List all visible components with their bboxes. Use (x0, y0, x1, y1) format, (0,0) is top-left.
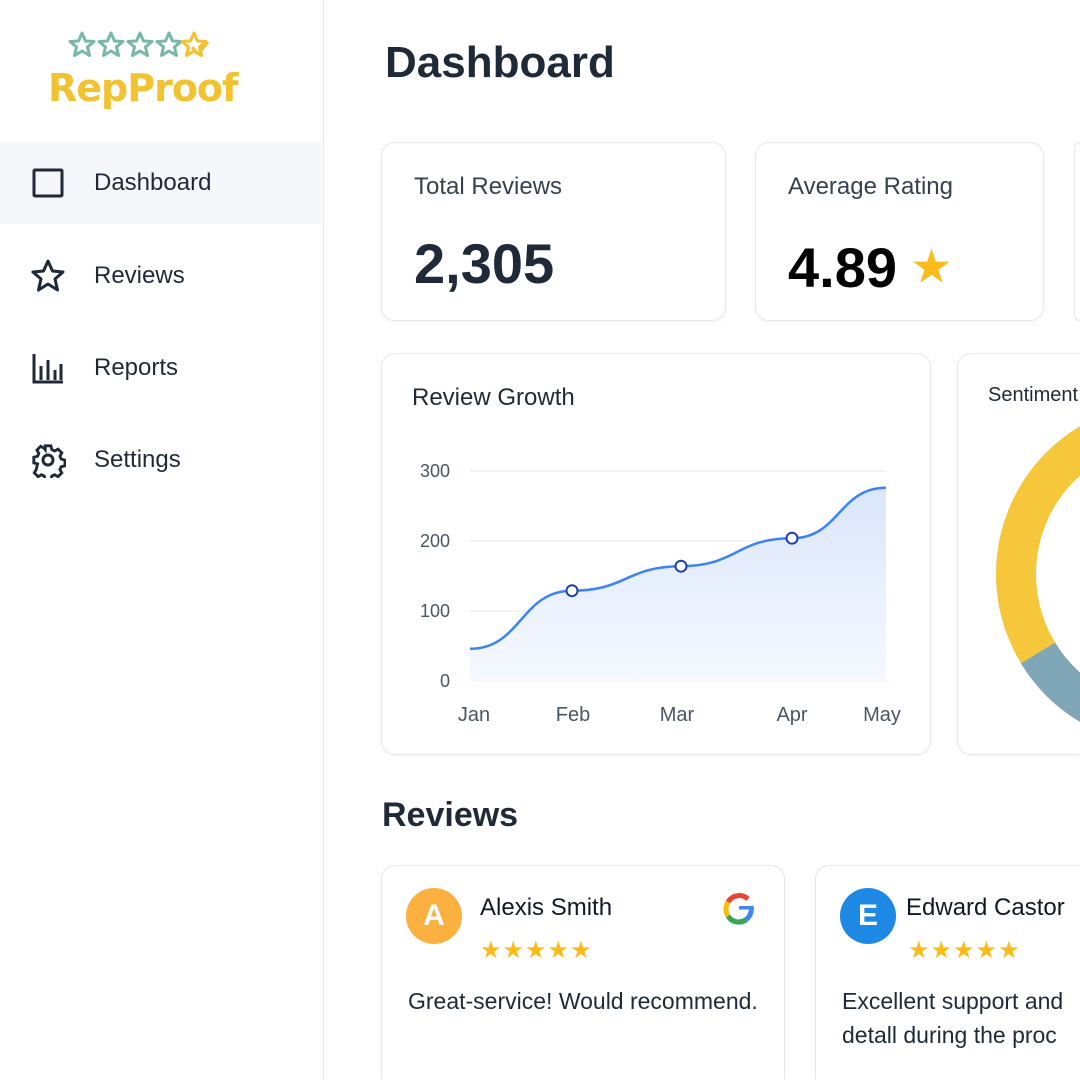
y-tick-label: 100 (420, 601, 450, 621)
google-icon (723, 893, 754, 925)
y-tick-label: 0 (440, 671, 450, 691)
review-text: Excellent support and detall during the … (842, 988, 1064, 1048)
stat-card-partial (1074, 142, 1080, 321)
donut-segment-neutral (1020, 642, 1080, 722)
rating-value: 4.89 (788, 236, 897, 299)
y-tick-label: 300 (420, 461, 450, 481)
logo[interactable]: RepProof (48, 30, 248, 110)
stat-label: Total Reviews (414, 173, 563, 200)
reviewer-name: Alexis Smith (480, 894, 613, 921)
sidebar-item-reports[interactable]: Reports (0, 327, 322, 409)
x-tick-label: Mar (660, 704, 695, 726)
x-tick-label: Jan (458, 704, 490, 726)
donut-segment-positive (996, 426, 1080, 722)
data-point (674, 559, 688, 573)
review-growth-chart: 0 100 200 300 Jan Feb Mar Apr May (420, 461, 901, 726)
area-fill (470, 487, 886, 681)
x-tick-label: Apr (776, 704, 807, 726)
sidebar-item-label: Reports (94, 354, 179, 381)
page-title: Dashboard (385, 38, 615, 87)
main-content: Dashboard Total Reviews 2,305 Average Ra… (325, 0, 1080, 1080)
bar-chart-icon (32, 354, 63, 384)
avatar: A (406, 888, 462, 944)
stat-card-average-rating: Average Rating 4.89 ★ (755, 142, 1044, 321)
logo-stars-icon (68, 31, 210, 57)
sidebar-item-label: Settings (94, 446, 181, 473)
sentiment-donut (996, 426, 1080, 722)
card-title: Sentiment (988, 384, 1079, 406)
rating-stars: ★★★★★ (908, 937, 1021, 964)
review-card[interactable]: E Edward Castor ★★★★★ Excellent support … (815, 865, 1080, 1080)
logo-text: RepProof (48, 66, 239, 110)
x-tick-label: Feb (556, 704, 590, 726)
stat-value: 2,305 (414, 232, 555, 295)
sidebar-item-label: Reviews (94, 262, 185, 289)
data-point (785, 531, 799, 545)
stat-label: Average Rating (788, 173, 953, 200)
sentiment-card: Sentiment (957, 353, 1080, 755)
rating-stars: ★★★★★ (480, 937, 593, 964)
reviews-section-title: Reviews (382, 796, 519, 834)
sidebar-item-dashboard[interactable]: Dashboard (0, 142, 322, 224)
card-title: Review Growth (412, 384, 575, 411)
stat-card-total-reviews: Total Reviews 2,305 (381, 142, 726, 321)
sidebar: RepProof Dashboard Reviews Reports Setti… (0, 0, 324, 1080)
star-icon (31, 259, 65, 292)
avatar: E (840, 888, 896, 944)
sidebar-item-label: Dashboard (94, 169, 212, 196)
review-card[interactable]: A Alexis Smith ★★★★★ Great-service! Woul… (381, 865, 785, 1080)
reviewer-name: Edward Castor (906, 894, 1065, 921)
stat-value: 4.89 ★ (788, 235, 950, 300)
gear-icon (32, 444, 66, 478)
review-text: Great-service! Would recommend. (408, 988, 758, 1014)
square-icon (32, 168, 64, 198)
y-tick-label: 200 (420, 531, 450, 551)
review-growth-card: Review Growth 0 100 200 300 Jan Feb Mar Apr May (381, 353, 931, 755)
star-icon: ★ (912, 243, 951, 290)
data-point (565, 584, 579, 598)
sidebar-item-settings[interactable]: Settings (0, 419, 322, 501)
x-tick-label: May (863, 704, 901, 726)
sidebar-item-reviews[interactable]: Reviews (0, 235, 322, 317)
